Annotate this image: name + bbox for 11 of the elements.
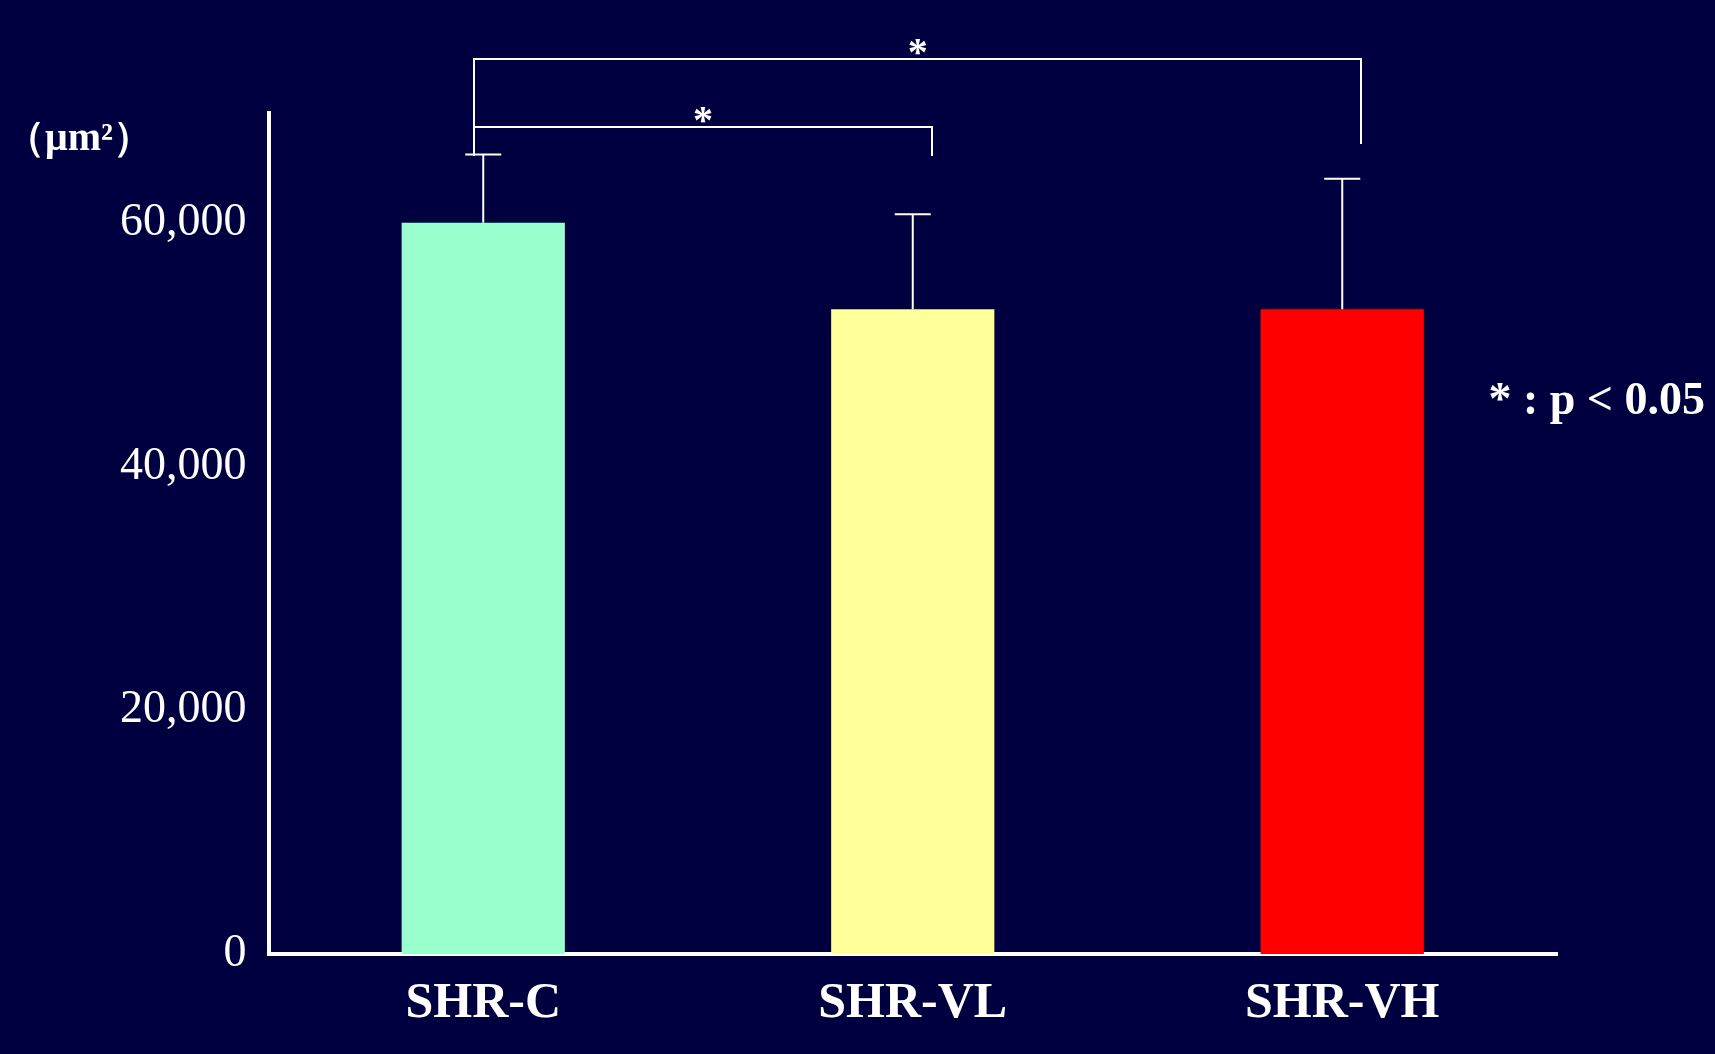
y-tick-label: 40,000 — [120, 437, 247, 489]
annotation: * — [693, 96, 713, 142]
y-axis-title: （μm²） — [5, 114, 153, 160]
y-tick-label: 0 — [223, 925, 247, 977]
x-tick-label: SHR-VL — [818, 971, 1008, 1028]
y-tick-label: 60,000 — [120, 193, 247, 245]
x-tick-label: SHR-C — [405, 971, 562, 1028]
text: * — [907, 28, 928, 74]
y-tick-label: 20,000 — [120, 681, 247, 733]
annotation: * : p < 0.05 — [1488, 372, 1705, 424]
x-tick-label: SHR-VH — [1245, 971, 1440, 1028]
